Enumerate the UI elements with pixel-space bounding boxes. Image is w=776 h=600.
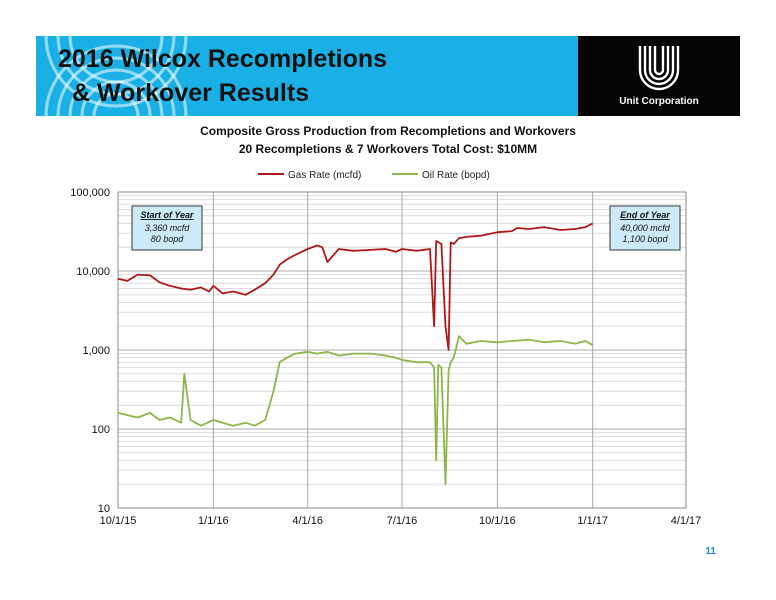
- banner-arcs-decoration: [44, 36, 188, 116]
- title-banner: 2016 Wilcox Recompletions & Workover Res…: [36, 36, 740, 116]
- y-tick-label: 100,000: [70, 187, 110, 199]
- annotation-box: [609, 205, 681, 251]
- chart-title: Composite Gross Production from Recomple…: [200, 124, 576, 138]
- unit-logo-icon: [638, 46, 680, 91]
- legend-label: Gas Rate (mcfd): [288, 170, 361, 181]
- legend: Gas Rate (mcfd) Oil Rate (bopd): [258, 170, 490, 181]
- x-tick-label: 4/1/16: [292, 515, 323, 527]
- y-tick-label: 10: [98, 503, 110, 515]
- x-tick-label: 10/1/15: [100, 515, 137, 527]
- annotation-heading: End of Year: [620, 210, 670, 220]
- company-logo: Unit Corporation: [578, 36, 740, 116]
- x-tick-label: 4/1/17: [671, 515, 702, 527]
- y-tick-label: 10,000: [76, 266, 110, 278]
- plot-frame: [117, 191, 687, 509]
- x-tick-label: 10/1/16: [479, 515, 516, 527]
- slide-title-line2: & Workover Results: [72, 79, 310, 107]
- series-lines: [117, 222, 594, 486]
- company-name: Unit Corporation: [619, 96, 699, 107]
- annotation-line: 40,000 mcfd: [620, 223, 671, 233]
- annotation-box: [131, 205, 203, 251]
- chart-subtitle: 20 Recompletions & 7 Workovers Total Cos…: [238, 142, 538, 156]
- y-tick-label: 1,000: [82, 345, 110, 357]
- x-axis: 10/1/15 1/1/16 4/1/16 7/1/16 10/1/16 1/1/17 4/…: [100, 515, 702, 527]
- page-number: 11: [705, 546, 716, 557]
- y-axis: 100,000 10,000 1,000 100 10: [70, 187, 110, 515]
- annotation-line: 80 bopd: [151, 234, 185, 244]
- annotation-line: 3,360 mcfd: [145, 223, 191, 233]
- series-line-oil-rate: [117, 335, 594, 486]
- slide-title: 2016 Wilcox Recompletions & Workover Res…: [58, 42, 387, 110]
- annotation-line: 1,100 bopd: [622, 234, 668, 244]
- y-tick-label: 100: [92, 424, 110, 436]
- x-tick-label: 7/1/16: [387, 515, 418, 527]
- x-tick-label: 1/1/17: [577, 515, 608, 527]
- legend-label: Oil Rate (bopd): [422, 170, 490, 181]
- annotation-heading: Start of Year: [140, 210, 194, 220]
- x-tick-label: 1/1/16: [198, 515, 229, 527]
- series-line-gas-rate: [117, 222, 594, 351]
- slide-title-line1: 2016 Wilcox Recompletions: [58, 45, 388, 73]
- production-chart: 100,000 10,000 1,000 100 10 10/1/15 1/1/16 4/1…: [70, 170, 702, 527]
